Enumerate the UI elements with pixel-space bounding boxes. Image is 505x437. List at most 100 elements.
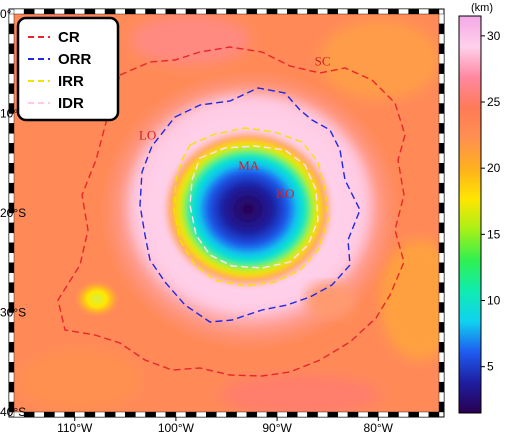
frame-segment bbox=[408, 8, 419, 15]
frame-segment bbox=[438, 53, 445, 64]
frame-segment bbox=[8, 83, 15, 94]
colorbar: (km) 5 10 15 20 25 30 bbox=[458, 2, 501, 414]
legend-box bbox=[16, 16, 120, 122]
frame-segment bbox=[8, 23, 15, 35]
y-tick-label: 20°S bbox=[0, 206, 26, 220]
orr-contour bbox=[139, 87, 361, 323]
legend-label: CR bbox=[58, 29, 80, 46]
frame-segment bbox=[438, 391, 445, 403]
frame-segment bbox=[8, 33, 15, 45]
frame-segment bbox=[8, 391, 15, 403]
frame-segment bbox=[34, 8, 45, 15]
frame-segment bbox=[195, 8, 207, 15]
legend-label: ORR bbox=[58, 51, 92, 68]
frame-segment bbox=[246, 8, 258, 15]
frame-segment bbox=[327, 8, 339, 15]
frame-segment bbox=[438, 312, 445, 323]
legend-items: CR ORR IRR IDR bbox=[28, 29, 92, 112]
frame-segment bbox=[8, 182, 15, 194]
frame-segment bbox=[256, 411, 268, 418]
frame-segment bbox=[357, 411, 369, 418]
region-label: MA bbox=[238, 158, 260, 173]
frame-segment bbox=[438, 381, 445, 393]
frame-segment bbox=[8, 362, 15, 373]
y-tick-label: 40°S bbox=[0, 405, 26, 419]
frame-segment bbox=[438, 83, 445, 94]
frame-segment bbox=[327, 411, 339, 418]
frame-segment bbox=[367, 8, 379, 15]
yellow-spot bbox=[75, 281, 119, 317]
frame-segment bbox=[438, 143, 445, 154]
frame-segment bbox=[438, 212, 445, 224]
frame-segment bbox=[175, 411, 187, 418]
region-label: SC bbox=[315, 54, 331, 69]
colorbar-unit-label: (km) bbox=[471, 2, 493, 14]
frame-segment bbox=[438, 372, 445, 383]
frame-segment bbox=[8, 143, 15, 154]
frame-segment bbox=[145, 411, 156, 418]
region-label: LO bbox=[139, 127, 156, 142]
y-tick-label: 0° bbox=[0, 7, 12, 21]
frame-segment bbox=[94, 8, 106, 15]
frame-segment bbox=[428, 8, 440, 15]
region-label: KO bbox=[276, 186, 295, 201]
frame-segment bbox=[438, 73, 445, 84]
frame-segment bbox=[8, 123, 15, 134]
frame-segment bbox=[337, 8, 349, 15]
frame-segment bbox=[438, 192, 445, 204]
frame-segment bbox=[438, 222, 445, 234]
frame-segment bbox=[135, 411, 146, 418]
frame-segment bbox=[438, 153, 445, 164]
frame-segment bbox=[23, 8, 35, 15]
frame-segment bbox=[236, 8, 247, 15]
frame-segment bbox=[287, 411, 298, 418]
colorbar-tick-label: 25 bbox=[487, 95, 501, 109]
frame-segment bbox=[44, 411, 55, 418]
frame-segment bbox=[438, 23, 445, 35]
frame-segment bbox=[438, 401, 445, 413]
x-tick-label: 80°W bbox=[364, 421, 394, 435]
frame-segment bbox=[378, 411, 389, 418]
frame-segment bbox=[438, 123, 445, 134]
frame-segment bbox=[438, 13, 445, 25]
frame-segment bbox=[438, 322, 445, 333]
frame-segment bbox=[64, 8, 75, 15]
frame-segment bbox=[195, 411, 207, 418]
colorbar-tick-label: 10 bbox=[487, 294, 501, 308]
frame-segment bbox=[8, 262, 15, 273]
frame-segment bbox=[8, 322, 15, 333]
frame-segment bbox=[185, 411, 197, 418]
frame-segment bbox=[216, 411, 227, 418]
frame-segment bbox=[8, 133, 15, 144]
frame-segment bbox=[438, 292, 445, 303]
frame-segment bbox=[8, 153, 15, 164]
frame-segment bbox=[8, 272, 15, 283]
legend-label: IDR bbox=[58, 95, 84, 112]
colorbar-bar bbox=[458, 15, 482, 414]
frame-segment bbox=[145, 8, 156, 15]
frame-segment bbox=[256, 8, 268, 15]
frame-segment bbox=[388, 8, 399, 15]
frame-segment bbox=[438, 63, 445, 74]
frame-segment bbox=[165, 411, 177, 418]
frame-segment bbox=[155, 411, 166, 418]
frame-segment bbox=[8, 93, 15, 104]
frame-segment bbox=[378, 8, 389, 15]
frame-segment bbox=[8, 43, 15, 54]
frame-segment bbox=[206, 8, 217, 15]
frame-segment bbox=[438, 302, 445, 313]
frame-segment bbox=[418, 411, 430, 418]
frame-segment bbox=[216, 8, 227, 15]
frame-segment bbox=[438, 202, 445, 214]
frame-segment bbox=[438, 33, 445, 45]
frame-segment bbox=[54, 411, 65, 418]
frame-segment bbox=[438, 133, 445, 144]
frame-segment bbox=[337, 411, 349, 418]
irr-contour bbox=[173, 127, 329, 287]
frame-segment bbox=[175, 8, 187, 15]
frame-segment bbox=[8, 332, 15, 343]
frame-segment bbox=[74, 411, 86, 418]
frame-segment bbox=[438, 272, 445, 283]
frame-segment bbox=[84, 411, 96, 418]
